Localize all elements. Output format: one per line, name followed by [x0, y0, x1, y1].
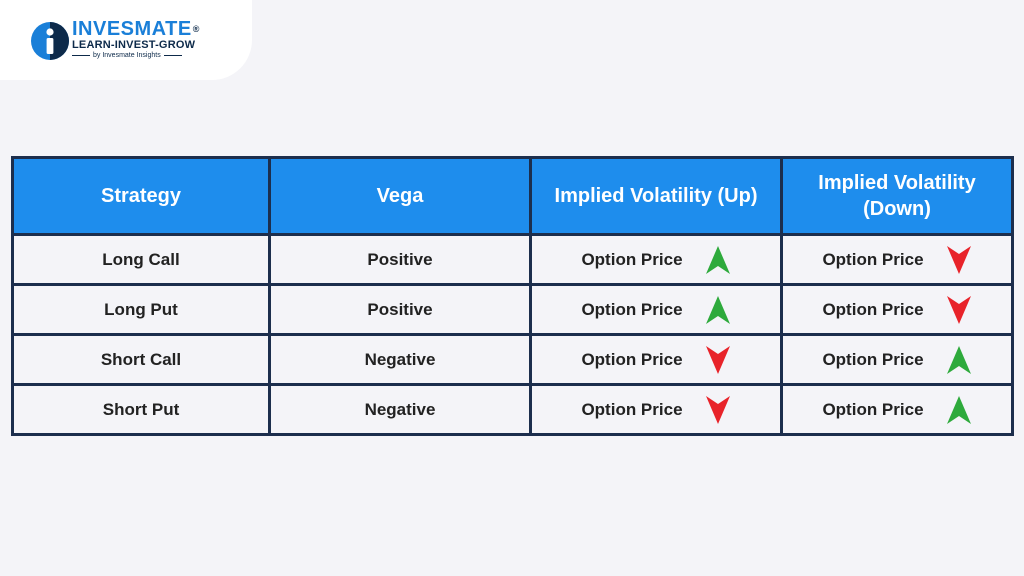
option-price-label: Option Price — [822, 299, 924, 319]
vega-cell: Negative — [268, 333, 532, 386]
header-vega: Vega — [268, 156, 532, 236]
vega-cell: Negative — [268, 383, 532, 436]
table-row: Long Put Positive Option Price Option Price — [11, 283, 1014, 336]
iv-up-cell: Option Price — [529, 283, 783, 336]
green-up-arrow-icon — [946, 395, 971, 424]
option-price-label: Option Price — [581, 349, 683, 369]
strategy-cell: Long Put — [11, 283, 271, 336]
option-price-label: Option Price — [822, 349, 924, 369]
green-up-arrow-icon — [946, 345, 971, 374]
strategy-cell: Long Call — [11, 233, 271, 286]
invesmate-logo-icon — [31, 22, 69, 60]
table-row: Short Put Negative Option Price Option Pric… — [11, 383, 1014, 436]
option-price-label: Option Price — [581, 249, 683, 269]
iv-down-cell: Option Price — [780, 283, 1014, 336]
iv-down-cell: Option Price — [780, 233, 1014, 286]
option-price-label: Option Price — [581, 399, 683, 419]
header-iv-down: Implied Volatility (Down) — [780, 156, 1014, 236]
table-row: Long Call Positive Option Price Option Pric… — [11, 233, 1014, 286]
green-up-arrow-icon — [705, 245, 730, 274]
iv-up-cell: Option Price — [529, 233, 783, 286]
iv-down-cell: Option Price — [780, 383, 1014, 436]
strategy-cell: Short Call — [11, 333, 271, 386]
table-row: Short Call Negative Option Price Option Pri… — [11, 333, 1014, 386]
red-down-arrow-icon — [705, 345, 730, 374]
brand-tagline: LEARN-INVEST-GROW — [72, 39, 196, 51]
table-header-row: Strategy Vega Implied Volatility (Up) Im… — [11, 156, 1014, 236]
red-down-arrow-icon — [946, 245, 971, 274]
brand-sub-text: by Invesmate Insights — [93, 52, 161, 59]
iv-up-cell: Option Price — [529, 383, 783, 436]
registered-mark: ® — [192, 24, 200, 34]
option-price-label: Option Price — [581, 299, 683, 319]
option-price-label: Option Price — [822, 249, 924, 269]
brand-name: INVESMATE® — [72, 18, 200, 40]
option-price-label: Option Price — [822, 399, 924, 419]
green-up-arrow-icon — [705, 295, 730, 324]
red-down-arrow-icon — [946, 295, 971, 324]
iv-down-cell: Option Price — [780, 333, 1014, 386]
red-down-arrow-icon — [705, 395, 730, 424]
strategy-cell: Short Put — [11, 383, 271, 436]
header-iv-up: Implied Volatility (Up) — [529, 156, 783, 236]
brand-logo: INVESMATE® LEARN-INVEST-GROW by Invesmat… — [0, 0, 252, 80]
header-strategy: Strategy — [11, 156, 271, 236]
vega-cell: Positive — [268, 233, 532, 286]
vega-iv-table: Strategy Vega Implied Volatility (Up) Im… — [11, 156, 1014, 436]
brand-subline: by Invesmate Insights — [72, 51, 212, 60]
iv-up-cell: Option Price — [529, 333, 783, 386]
vega-cell: Positive — [268, 283, 532, 336]
